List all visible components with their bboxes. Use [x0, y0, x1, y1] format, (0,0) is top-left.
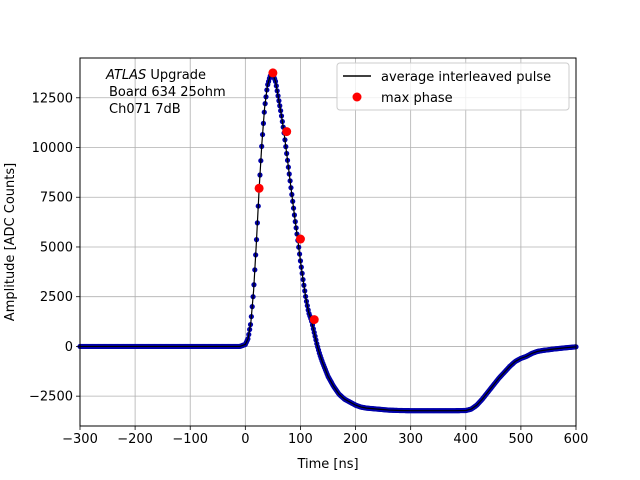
y-tick-label: 0 [65, 340, 73, 355]
y-tick-label: 10000 [32, 141, 73, 156]
y-tick-label: 12500 [32, 91, 73, 106]
annotation-upgrade: Upgrade [146, 68, 206, 83]
legend-dot-marker [352, 92, 362, 102]
legend-label-pulse: average interleaved pulse [381, 70, 551, 85]
x-tick-label: −100 [172, 432, 208, 447]
annotation-line-2: Board 634 25ohm [109, 85, 226, 100]
y-tick-label: 7500 [40, 191, 73, 206]
max-phase-point [282, 127, 292, 137]
max-phase-point [268, 68, 278, 78]
max-phase-point [309, 315, 319, 325]
x-tick-label: −300 [62, 432, 98, 447]
pulse-sample-markers [77, 71, 579, 414]
max-phase-point [295, 234, 305, 244]
x-tick-label: 500 [508, 432, 533, 447]
x-tick-label: 600 [564, 432, 589, 447]
y-tick-label: 2500 [40, 290, 73, 305]
plot-area [77, 68, 579, 414]
max-phase-point [254, 183, 264, 193]
x-tick-label: 100 [288, 432, 313, 447]
x-tick-label: 400 [453, 432, 478, 447]
annotation-box: ATLAS Upgrade Board 634 25ohm Ch071 7dB [105, 68, 226, 117]
y-tick-label: 5000 [40, 240, 73, 255]
legend: average interleaved pulse max phase [336, 62, 570, 111]
axes-frame [79, 57, 577, 427]
x-tick-label: 300 [398, 432, 423, 447]
y-axis-ticks: −2500 0 2500 5000 7500 10000 12500 [29, 91, 80, 405]
average-pulse-line [80, 72, 577, 412]
annotation-line-3: Ch071 7dB [109, 102, 181, 117]
y-tick-label: −2500 [29, 390, 73, 405]
y-axis-label: Amplitude [ADC Counts] [3, 163, 18, 321]
annotation-line-1: ATLAS Upgrade [105, 68, 206, 83]
legend-frame [336, 62, 570, 111]
x-axis-label: Time [ns] [296, 457, 358, 472]
x-tick-label: 200 [343, 432, 368, 447]
legend-label-max-phase: max phase [381, 91, 453, 106]
x-tick-label: −200 [117, 432, 153, 447]
annotation-atlas: ATLAS [105, 68, 146, 83]
max-phase-points [254, 68, 319, 325]
x-tick-label: 0 [241, 432, 249, 447]
x-axis-ticks: −300 −200 −100 0 100 200 300 400 500 600 [62, 426, 588, 447]
